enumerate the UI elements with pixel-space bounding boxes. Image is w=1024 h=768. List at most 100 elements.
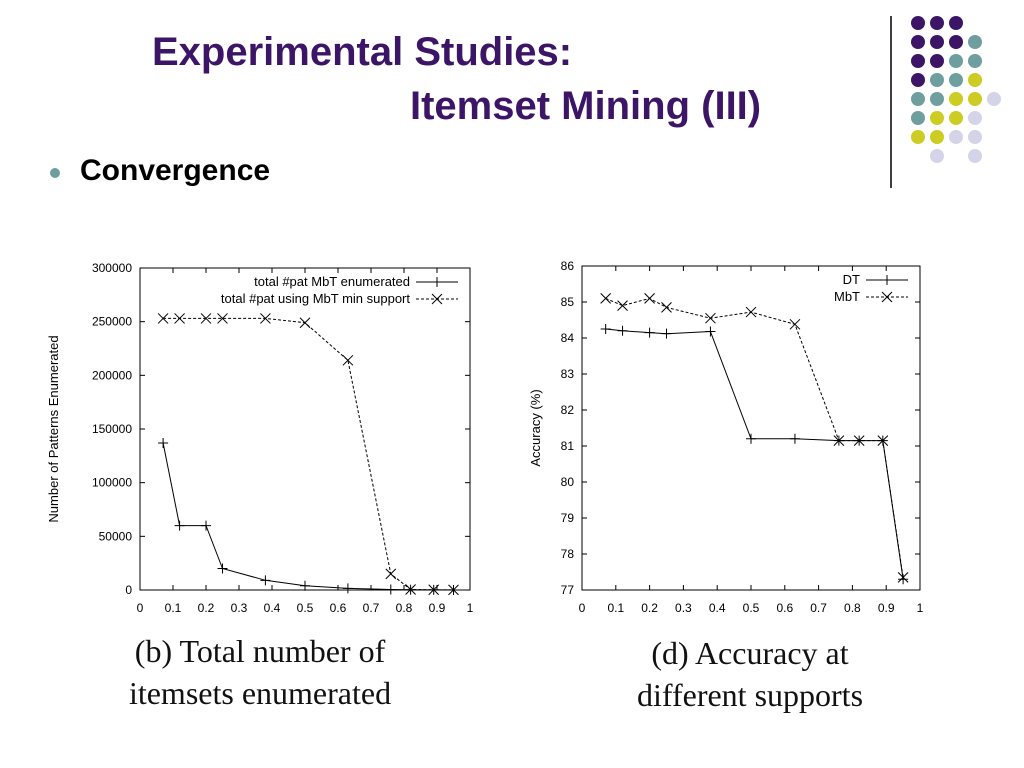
plot-frame — [581, 265, 921, 591]
x-tick-label: 0.3 — [231, 601, 248, 615]
y-tick-label: 250000 — [92, 315, 132, 329]
decor-dot — [949, 130, 963, 144]
decor-dot — [968, 54, 982, 68]
decor-dot — [930, 92, 944, 106]
data-point — [877, 435, 889, 446]
decor-dot — [949, 92, 963, 106]
data-point — [644, 327, 655, 338]
data-point — [705, 312, 716, 324]
x-tick-label: 0.4 — [709, 601, 726, 615]
data-point — [745, 306, 757, 318]
data-point — [158, 437, 169, 448]
y-tick-label: 78 — [561, 547, 575, 561]
data-point — [600, 324, 611, 334]
data-point — [789, 433, 800, 444]
y-tick-label: 84 — [561, 331, 575, 345]
decor-dot — [930, 73, 944, 87]
bullet-icon — [50, 168, 60, 178]
x-tick-label: 1 — [467, 601, 474, 615]
data-point — [260, 575, 271, 586]
series-line — [605, 297, 904, 578]
y-tick-label: 200000 — [92, 368, 132, 382]
data-point — [644, 293, 655, 304]
data-point — [201, 520, 211, 531]
data-point — [432, 277, 442, 287]
decor-dot — [949, 73, 963, 87]
data-point — [617, 300, 628, 311]
data-point — [385, 568, 397, 580]
x-tick-label: 0 — [579, 601, 586, 615]
x-tick-label: 0.2 — [641, 601, 658, 615]
data-point — [705, 326, 716, 337]
y-axis-label: Number of Patterns Enumerated — [46, 335, 61, 522]
x-tick-label: 0.7 — [810, 601, 827, 615]
y-tick-label: 82 — [561, 403, 575, 417]
decor-dot — [930, 54, 944, 68]
x-tick-label: 1 — [917, 601, 924, 615]
slide-title-line1: Experimental Studies: — [152, 30, 573, 74]
title-divider — [890, 16, 892, 188]
x-tick-label: 0.5 — [743, 601, 760, 615]
data-point — [661, 302, 672, 313]
decor-dot — [930, 130, 944, 144]
data-point — [428, 584, 440, 596]
y-tick-label: 150000 — [92, 422, 132, 436]
y-tick-label: 85 — [561, 295, 575, 309]
caption-right-line2: different supports — [636, 677, 864, 713]
data-point — [853, 435, 865, 446]
x-tick-label: 0.8 — [844, 601, 861, 615]
x-tick-label: 0.9 — [429, 601, 446, 615]
decor-dot — [911, 92, 925, 106]
data-point — [300, 580, 310, 591]
decor-dot — [968, 149, 982, 163]
data-point — [200, 313, 212, 324]
chart-accuracy: 0 0.1 0.2 0.3 0.4 0.5 0.6 0.7 0.8 0.9 1 77 78 79 80 81 8… — [528, 259, 924, 615]
x-tick-label: 0 — [137, 601, 144, 615]
data-point — [833, 435, 845, 446]
decorative-dot-grid — [911, 16, 1001, 163]
data-point — [746, 433, 756, 444]
y-tick-label: 81 — [561, 439, 575, 453]
y-tick-label: 100000 — [92, 476, 132, 490]
x-tick-label: 0.4 — [264, 601, 281, 615]
data-point — [897, 572, 909, 583]
caption-right-line1: (d) Accuracy at — [651, 635, 849, 671]
legend-label: MbT — [834, 289, 860, 304]
data-point — [431, 293, 443, 305]
slide-title-line2: Itemset Mining (III) — [410, 84, 762, 128]
decor-dot — [911, 54, 925, 68]
y-axis-label: Accuracy (%) — [528, 389, 543, 466]
data-point — [157, 313, 169, 324]
decor-dot — [911, 130, 925, 144]
x-tick-label: 0.9 — [878, 601, 895, 615]
y-tick-label: 300000 — [92, 261, 132, 275]
data-point — [260, 313, 271, 324]
decor-dot — [949, 35, 963, 49]
decor-dot — [911, 111, 925, 125]
caption-left-line2: itemsets enumerated — [128, 675, 392, 711]
data-point — [617, 325, 628, 336]
y-tick-label: 83 — [561, 367, 575, 381]
data-point — [342, 354, 354, 366]
decor-dot — [968, 92, 982, 106]
x-tick-label: 0.1 — [165, 601, 182, 615]
decor-dot — [930, 16, 944, 30]
series-line — [162, 442, 454, 591]
decor-dot — [968, 35, 982, 49]
data-point — [661, 328, 672, 339]
x-tick-label: 0.1 — [607, 601, 624, 615]
data-point — [789, 318, 801, 330]
decor-dot — [949, 16, 963, 30]
decor-dot — [930, 35, 944, 49]
data-point — [174, 313, 185, 324]
decor-dot — [930, 111, 944, 125]
data-point — [174, 520, 185, 531]
caption-left-line1: (b) Total number of — [134, 633, 386, 669]
x-tick-label: 0.6 — [776, 601, 793, 615]
decor-dot — [987, 92, 1001, 106]
data-point — [448, 584, 459, 596]
decor-dot — [911, 73, 925, 87]
data-point — [405, 584, 416, 595]
y-tick-label: 79 — [561, 511, 575, 525]
x-tick-label: 0.7 — [363, 601, 380, 615]
